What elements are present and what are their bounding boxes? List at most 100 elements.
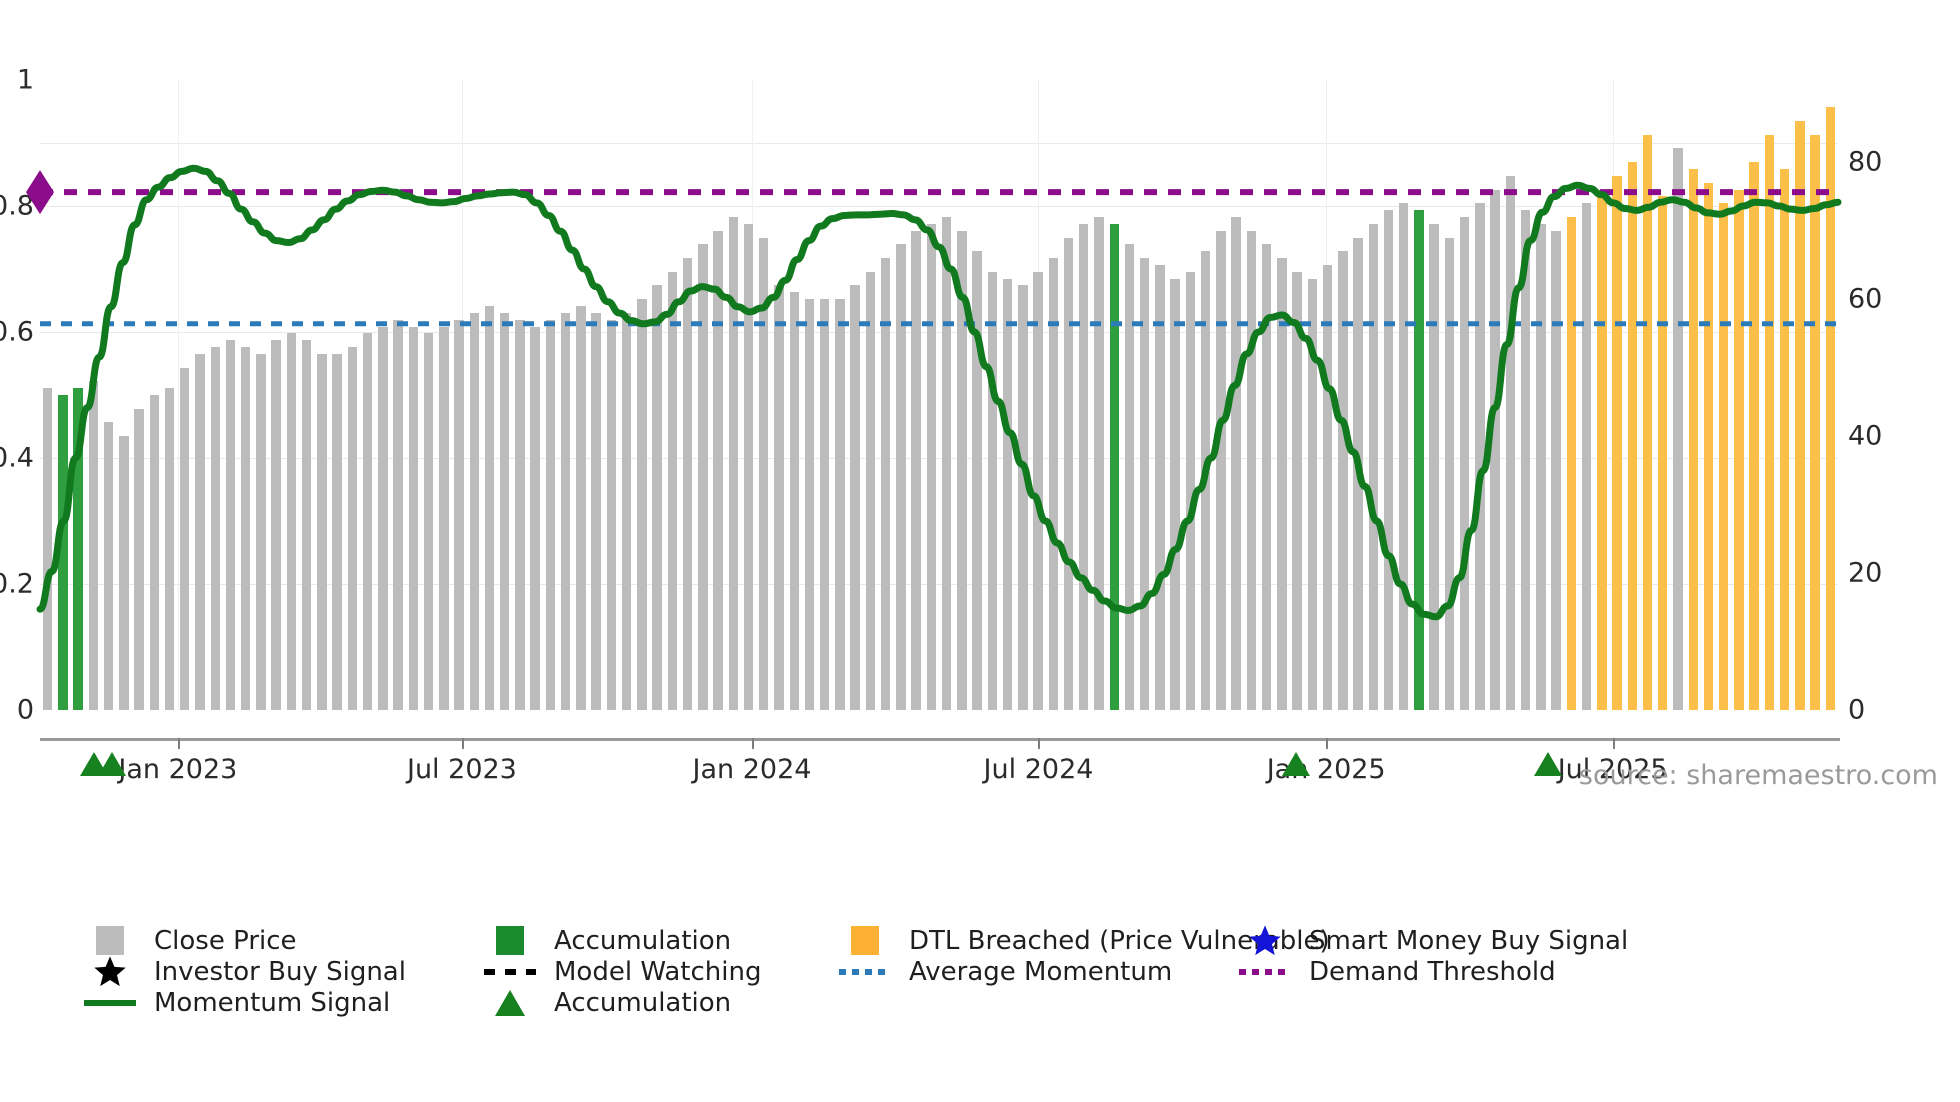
price-bar xyxy=(1307,278,1318,710)
price-bar xyxy=(362,333,373,710)
star-icon xyxy=(1237,925,1293,956)
accumulation-triangle-icon xyxy=(1533,752,1562,776)
price-bar xyxy=(1764,134,1775,710)
price-bar xyxy=(1399,203,1409,710)
price-bar xyxy=(972,251,982,710)
price-bar xyxy=(1779,169,1790,710)
price-bar xyxy=(804,299,815,710)
price-bar xyxy=(1642,134,1653,710)
price-bar xyxy=(469,312,479,710)
y-left-tick-label: 0.6 xyxy=(0,316,34,348)
legend-item[interactable]: Close Price xyxy=(82,925,482,956)
legend-item[interactable]: Average Momentum xyxy=(837,956,1237,987)
legend-item[interactable]: Demand Threshold xyxy=(1237,956,1657,987)
price-bar xyxy=(1002,278,1013,710)
price-bar xyxy=(88,381,99,710)
price-bar xyxy=(1185,271,1196,710)
price-bar xyxy=(1124,244,1135,710)
price-bar xyxy=(149,395,159,710)
price-bar xyxy=(606,319,617,710)
price-bar xyxy=(759,237,769,710)
price-bar xyxy=(240,347,251,710)
price-bar xyxy=(880,258,891,710)
y-left-tick-label: 0.8 xyxy=(0,190,34,222)
y-right-tick-label: 60 xyxy=(1848,283,1883,315)
legend-item[interactable]: Accumulation xyxy=(482,925,837,956)
price-bar xyxy=(1246,230,1257,710)
price-bar xyxy=(1094,216,1104,710)
price-bar xyxy=(210,347,220,710)
solid-line-icon xyxy=(82,987,138,1018)
legend-item-label: Demand Threshold xyxy=(1309,956,1556,987)
x-axis-tick-label: Jul 2025 xyxy=(1557,754,1668,785)
legend-item[interactable]: DTL Breached (Price Vulnerable) xyxy=(837,925,1330,956)
x-axis-tick xyxy=(461,738,464,749)
price-bar xyxy=(850,285,860,710)
y-right-tick-label: 20 xyxy=(1848,557,1883,589)
gridline xyxy=(40,143,1838,144)
price-bar xyxy=(164,388,175,710)
x-axis-tick xyxy=(177,738,180,749)
price-bar xyxy=(1368,223,1378,710)
square-icon xyxy=(82,925,138,956)
price-bar xyxy=(926,223,937,710)
price-bar xyxy=(271,340,281,710)
price-bar xyxy=(180,367,190,710)
price-bar xyxy=(347,347,358,710)
price-bar xyxy=(332,353,342,710)
price-bar xyxy=(1063,237,1074,710)
price-bar xyxy=(1139,258,1150,710)
price-bar xyxy=(515,319,525,710)
price-bar xyxy=(987,271,998,710)
star-icon xyxy=(82,956,138,987)
price-bar xyxy=(1810,134,1820,710)
triangle-up-icon xyxy=(482,987,538,1018)
price-bar xyxy=(1216,230,1226,710)
price-bar xyxy=(1566,216,1577,710)
legend-item-label: Momentum Signal xyxy=(154,987,391,1018)
price-bar xyxy=(1231,216,1241,710)
price-bar xyxy=(1155,264,1165,710)
price-bar xyxy=(1383,210,1394,710)
dotted-line-icon xyxy=(837,956,893,987)
x-axis-tick xyxy=(1038,738,1041,749)
x-axis-tick xyxy=(752,738,754,749)
price-bar xyxy=(1475,203,1485,710)
price-bar xyxy=(682,258,693,710)
price-bar xyxy=(1170,278,1180,710)
price-bar xyxy=(1749,162,1759,710)
price-bar xyxy=(1338,251,1348,710)
price-bar xyxy=(743,223,754,710)
price-bar xyxy=(1703,182,1714,710)
price-bar xyxy=(73,388,83,710)
legend-item[interactable]: Accumulation xyxy=(482,987,837,1018)
price-bar xyxy=(103,422,114,710)
dotted-line-icon xyxy=(1237,956,1293,987)
price-bar xyxy=(1627,162,1637,710)
price-bar xyxy=(1658,196,1668,710)
price-bar xyxy=(667,271,678,710)
price-bar xyxy=(1688,169,1698,710)
legend-item[interactable]: Model Watching xyxy=(482,956,837,987)
price-bar xyxy=(789,292,799,710)
source-attribution: source: sharemaestro.com xyxy=(1578,760,1938,791)
legend-item[interactable]: Smart Money Buy Signal xyxy=(1237,925,1657,956)
legend-item[interactable]: Investor Buy Signal xyxy=(82,956,482,987)
square-icon xyxy=(837,925,893,956)
legend-item[interactable]: Momentum Signal xyxy=(82,987,482,1018)
price-bar xyxy=(1673,148,1683,710)
price-bar xyxy=(1718,203,1729,710)
legend-item-label: Accumulation xyxy=(554,925,732,956)
price-bar xyxy=(484,305,495,710)
price-bar xyxy=(941,216,952,710)
y-right-tick-label: 80 xyxy=(1848,146,1883,178)
price-bar xyxy=(1429,223,1439,710)
price-bar xyxy=(500,312,510,710)
price-bar xyxy=(134,408,144,710)
dashed-line-icon xyxy=(482,956,538,987)
price-bar xyxy=(1795,121,1805,710)
legend-item-label: Investor Buy Signal xyxy=(154,956,406,987)
y-left-tick-label: 0.4 xyxy=(0,442,34,474)
price-bar xyxy=(1200,251,1211,710)
